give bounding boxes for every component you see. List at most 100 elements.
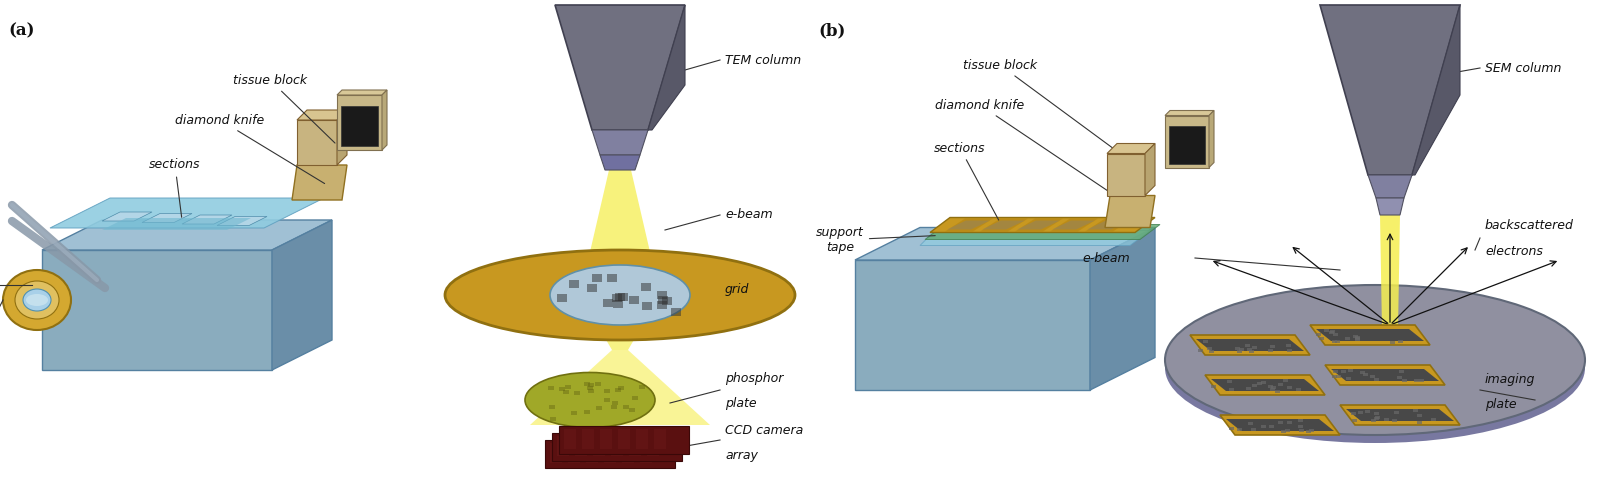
Bar	[1413, 409, 1418, 412]
Polygon shape	[1325, 365, 1445, 385]
Text: (a): (a)	[8, 22, 34, 39]
Bar	[1354, 337, 1359, 340]
Polygon shape	[42, 250, 272, 370]
Bar	[1332, 375, 1337, 378]
Bar	[603, 299, 613, 307]
Bar	[1278, 383, 1283, 386]
Bar	[1374, 412, 1379, 415]
Bar	[1397, 376, 1403, 379]
Polygon shape	[1053, 220, 1095, 229]
Polygon shape	[855, 260, 1090, 390]
Bar	[1431, 418, 1435, 421]
Polygon shape	[1165, 111, 1213, 115]
Bar	[1341, 370, 1346, 373]
Bar	[1298, 420, 1302, 422]
Text: SEM column: SEM column	[1486, 61, 1562, 75]
Bar	[611, 436, 623, 456]
Polygon shape	[1367, 175, 1413, 198]
Bar	[1272, 386, 1277, 389]
Bar	[584, 382, 590, 386]
Text: tissue block: tissue block	[234, 73, 336, 143]
Bar	[657, 301, 667, 309]
Bar	[1283, 379, 1288, 382]
Bar	[1354, 338, 1359, 341]
Polygon shape	[292, 165, 347, 200]
Polygon shape	[1195, 339, 1304, 351]
Bar	[548, 405, 555, 409]
Polygon shape	[925, 225, 1160, 240]
Polygon shape	[1145, 144, 1155, 195]
Polygon shape	[1226, 419, 1333, 431]
Polygon shape	[1165, 115, 1208, 168]
Bar	[1384, 418, 1388, 421]
Bar	[611, 405, 616, 409]
Bar	[1353, 335, 1358, 339]
Polygon shape	[600, 155, 641, 170]
Bar	[1351, 412, 1356, 415]
Polygon shape	[947, 220, 989, 229]
Text: (b): (b)	[817, 22, 845, 39]
Polygon shape	[1375, 198, 1405, 215]
Bar	[603, 389, 610, 393]
Bar	[1268, 385, 1273, 388]
Text: sections: sections	[149, 159, 201, 217]
Polygon shape	[555, 5, 684, 130]
Bar	[657, 291, 667, 299]
Polygon shape	[1340, 405, 1460, 425]
Text: tissue block: tissue block	[963, 58, 1148, 174]
Polygon shape	[42, 220, 333, 250]
Bar	[623, 405, 629, 409]
Bar	[1299, 429, 1304, 432]
Text: plate: plate	[1486, 398, 1517, 411]
Polygon shape	[1311, 325, 1431, 345]
Bar	[662, 297, 672, 305]
Polygon shape	[337, 110, 347, 165]
Bar	[629, 296, 639, 304]
Bar	[1262, 425, 1267, 428]
Ellipse shape	[1165, 285, 1585, 435]
Bar	[550, 417, 556, 421]
Bar	[1286, 343, 1291, 347]
Bar	[1286, 387, 1291, 389]
Bar	[1333, 333, 1338, 336]
Polygon shape	[272, 220, 333, 370]
Polygon shape	[1087, 220, 1131, 229]
Bar	[603, 443, 616, 463]
Bar	[1236, 350, 1242, 353]
Bar	[548, 386, 555, 390]
Bar	[551, 433, 681, 461]
Polygon shape	[1346, 409, 1453, 421]
Bar	[1278, 421, 1283, 424]
Bar	[611, 401, 618, 405]
Bar	[1229, 427, 1234, 430]
Bar	[1315, 332, 1320, 336]
Bar	[615, 388, 621, 392]
Bar	[1281, 430, 1286, 433]
Bar	[1268, 350, 1273, 353]
Polygon shape	[1212, 379, 1319, 391]
Bar	[1354, 336, 1359, 339]
Bar	[576, 436, 587, 456]
Bar	[1286, 349, 1293, 352]
Bar	[584, 410, 590, 414]
Bar	[1252, 384, 1257, 387]
Bar	[1416, 413, 1421, 417]
Polygon shape	[1169, 125, 1205, 163]
Polygon shape	[297, 120, 337, 165]
Bar	[1361, 371, 1366, 374]
Polygon shape	[981, 220, 1025, 229]
Bar	[1398, 370, 1405, 373]
Bar	[1390, 341, 1395, 343]
Polygon shape	[1315, 329, 1424, 341]
Bar	[1309, 429, 1314, 432]
Polygon shape	[649, 5, 684, 130]
Bar	[647, 436, 659, 456]
Bar	[1207, 347, 1212, 350]
Bar	[1288, 422, 1293, 424]
Polygon shape	[1208, 111, 1213, 168]
Ellipse shape	[15, 281, 58, 319]
Polygon shape	[337, 95, 383, 150]
Polygon shape	[297, 110, 347, 120]
Bar	[1393, 411, 1400, 414]
Polygon shape	[341, 106, 378, 146]
